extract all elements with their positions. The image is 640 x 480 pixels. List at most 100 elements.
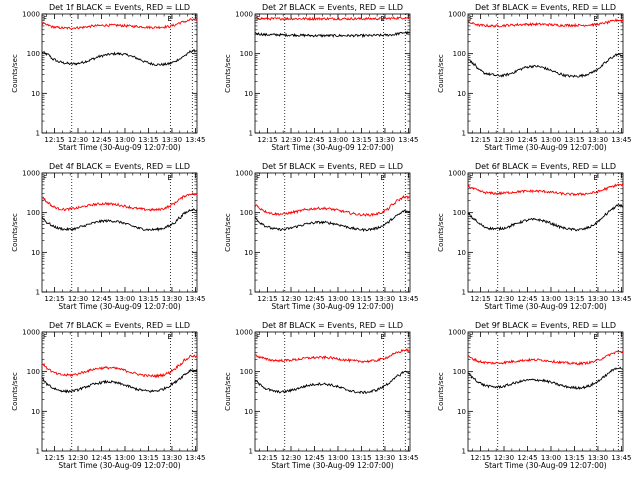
x-tick-label: 13:00 bbox=[115, 295, 135, 303]
plot-frame bbox=[41, 172, 198, 293]
corner-label: E bbox=[593, 174, 597, 182]
y-axis-label: Counts/sec bbox=[224, 213, 232, 252]
chart-title: Det 3f BLACK = Events, RED = LLD bbox=[475, 3, 616, 12]
y-tick-label: 1 bbox=[249, 130, 253, 138]
x-tick-label: 13:00 bbox=[115, 454, 135, 462]
x-tick-label: 13:45 bbox=[611, 454, 631, 462]
x-tick-label: 13:15 bbox=[351, 454, 371, 462]
chart-title: Det 7f BLACK = Events, RED = LLD bbox=[49, 321, 190, 330]
x-tick-label: 13:15 bbox=[138, 295, 158, 303]
plot-frame bbox=[467, 13, 624, 134]
x-axis-label: Start Time (30-Aug-09 12:07:00) bbox=[58, 302, 180, 311]
y-tick-label: 10 bbox=[244, 90, 253, 98]
x-tick-label: 12:30 bbox=[281, 295, 301, 303]
x-tick-label: 13:00 bbox=[541, 454, 561, 462]
chart-title: Det 2f BLACK = Events, RED = LLD bbox=[262, 3, 403, 12]
y-axis-label: Counts/sec bbox=[11, 54, 19, 93]
x-tick-label: 13:15 bbox=[564, 454, 584, 462]
chart-title: Det 9f BLACK = Events, RED = LLD bbox=[475, 321, 616, 330]
plot-frame bbox=[467, 172, 624, 293]
x-axis-label: Start Time (30-Aug-09 12:07:00) bbox=[484, 302, 606, 311]
chart-title: Det 1f BLACK = Events, RED = LLD bbox=[49, 3, 190, 12]
y-tick-label: 1 bbox=[462, 289, 466, 297]
x-axis-label: Start Time (30-Aug-09 12:07:00) bbox=[58, 461, 180, 470]
y-tick-label: 1000 bbox=[235, 329, 253, 337]
x-tick-label: 13:30 bbox=[162, 295, 182, 303]
corner-label: E bbox=[167, 15, 171, 23]
corner-label: F bbox=[43, 15, 47, 23]
x-tick-label: 13:45 bbox=[185, 454, 205, 462]
y-tick-label: 100 bbox=[27, 50, 40, 58]
y-tick-label: 1 bbox=[249, 289, 253, 297]
plot-frame bbox=[467, 331, 624, 452]
x-tick-label: 13:30 bbox=[375, 295, 395, 303]
y-axis-label: Counts/sec bbox=[11, 213, 19, 252]
x-tick-label: 12:15 bbox=[470, 454, 490, 462]
y-axis-label: Counts/sec bbox=[11, 372, 19, 411]
x-tick-label: 12:45 bbox=[91, 295, 111, 303]
x-tick-label: 12:30 bbox=[68, 454, 88, 462]
corner-label: F bbox=[256, 174, 260, 182]
corner-label: F bbox=[469, 174, 473, 182]
y-tick-label: 100 bbox=[240, 50, 253, 58]
x-tick-label: 12:45 bbox=[304, 136, 324, 144]
y-tick-label: 1000 bbox=[22, 329, 40, 337]
x-tick-label: 12:15 bbox=[470, 136, 490, 144]
x-tick-label: 13:00 bbox=[328, 454, 348, 462]
y-tick-label: 1 bbox=[36, 448, 40, 456]
x-tick-label: 12:30 bbox=[68, 295, 88, 303]
events-series-line bbox=[41, 49, 198, 67]
y-tick-label: 100 bbox=[27, 368, 40, 376]
x-tick-label: 13:00 bbox=[541, 295, 561, 303]
y-axis-label: Counts/sec bbox=[437, 213, 445, 252]
x-tick-label: 13:45 bbox=[611, 295, 631, 303]
corner-label: F bbox=[43, 174, 47, 182]
x-tick-label: 12:30 bbox=[494, 136, 514, 144]
x-tick-label: 12:15 bbox=[44, 295, 64, 303]
x-axis-label: Start Time (30-Aug-09 12:07:00) bbox=[271, 302, 393, 311]
y-axis-label: Counts/sec bbox=[437, 54, 445, 93]
x-tick-label: 13:45 bbox=[611, 136, 631, 144]
x-axis-label: Start Time (30-Aug-09 12:07:00) bbox=[484, 461, 606, 470]
y-tick-label: 1 bbox=[249, 448, 253, 456]
x-tick-label: 13:15 bbox=[138, 136, 158, 144]
x-tick-label: 12:30 bbox=[494, 295, 514, 303]
x-tick-label: 13:30 bbox=[375, 454, 395, 462]
corner-label: F bbox=[256, 333, 260, 341]
y-tick-label: 1 bbox=[36, 130, 40, 138]
x-tick-label: 12:30 bbox=[68, 136, 88, 144]
events-series-line bbox=[41, 368, 198, 394]
y-tick-label: 1 bbox=[36, 289, 40, 297]
x-tick-label: 12:15 bbox=[44, 454, 64, 462]
plot-frame bbox=[254, 13, 411, 134]
x-tick-label: 13:45 bbox=[185, 136, 205, 144]
x-tick-label: 12:15 bbox=[470, 295, 490, 303]
events-series-line bbox=[467, 366, 624, 391]
x-axis-label: Start Time (30-Aug-09 12:07:00) bbox=[58, 143, 180, 152]
y-tick-label: 100 bbox=[453, 50, 466, 58]
x-tick-label: 12:45 bbox=[91, 136, 111, 144]
corner-label: F bbox=[469, 333, 473, 341]
x-tick-label: 12:30 bbox=[281, 136, 301, 144]
x-tick-label: 13:15 bbox=[351, 136, 371, 144]
y-tick-label: 1000 bbox=[22, 11, 40, 19]
y-tick-label: 10 bbox=[457, 408, 466, 416]
corner-label: E bbox=[380, 174, 384, 182]
plot-frame bbox=[254, 172, 411, 293]
x-tick-label: 13:15 bbox=[138, 454, 158, 462]
y-axis-label: Counts/sec bbox=[437, 372, 445, 411]
x-tick-label: 13:30 bbox=[588, 136, 608, 144]
lld-series-line bbox=[254, 194, 411, 217]
x-tick-label: 12:15 bbox=[44, 136, 64, 144]
events-series-line bbox=[254, 30, 411, 39]
y-tick-label: 1000 bbox=[235, 170, 253, 178]
x-tick-label: 12:45 bbox=[517, 454, 537, 462]
plot-frame bbox=[41, 13, 198, 134]
x-tick-label: 12:15 bbox=[257, 136, 277, 144]
y-tick-label: 10 bbox=[457, 90, 466, 98]
lld-series-line bbox=[41, 354, 198, 379]
x-tick-label: 13:00 bbox=[115, 136, 135, 144]
x-tick-label: 13:00 bbox=[328, 136, 348, 144]
